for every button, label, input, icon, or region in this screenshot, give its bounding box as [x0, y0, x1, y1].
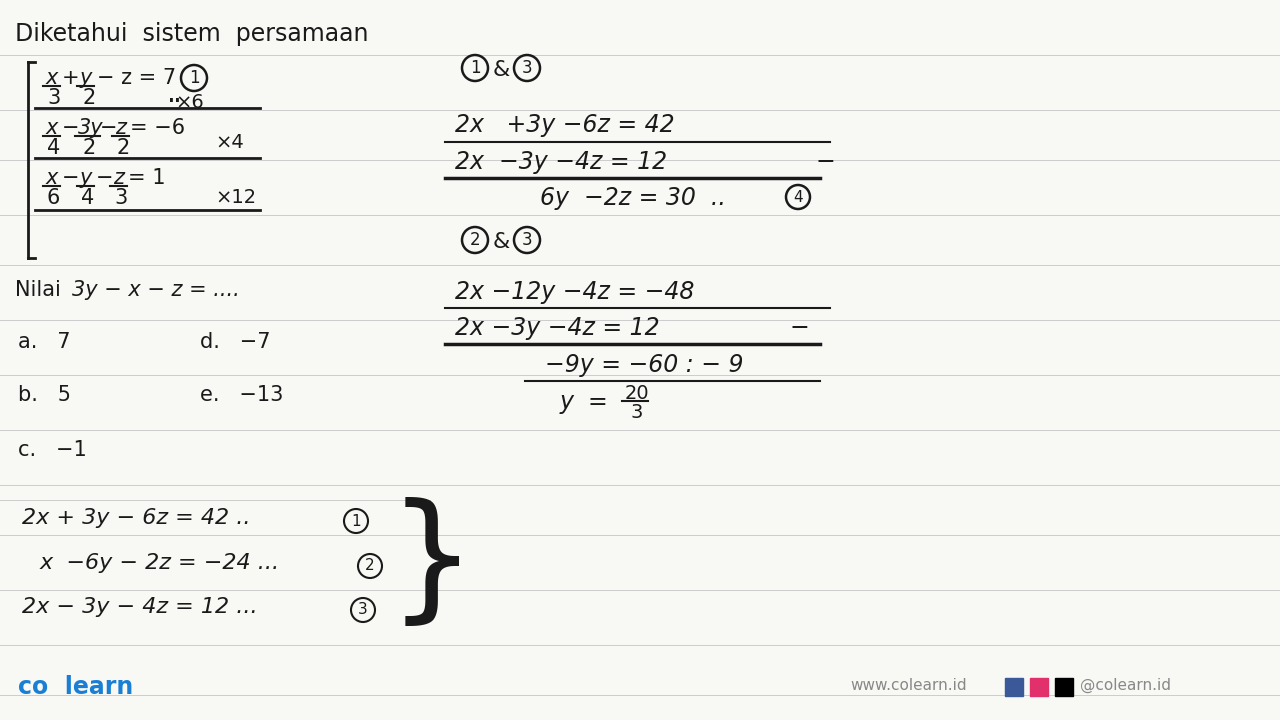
- Text: &: &: [493, 60, 511, 80]
- Text: 2: 2: [116, 138, 129, 158]
- Text: −: −: [61, 118, 79, 138]
- Text: 1: 1: [470, 59, 480, 77]
- Text: 4: 4: [47, 138, 60, 158]
- Text: − z = 7: − z = 7: [97, 68, 177, 88]
- Text: −9y = −60 : − 9: −9y = −60 : − 9: [545, 353, 744, 377]
- Text: 2x  −3y −4z = 12: 2x −3y −4z = 12: [454, 150, 667, 174]
- Text: −: −: [61, 168, 79, 188]
- Text: x: x: [46, 168, 59, 188]
- Text: −: −: [790, 316, 810, 340]
- Text: ×4: ×4: [215, 133, 243, 152]
- Text: 6: 6: [47, 188, 60, 208]
- Text: z: z: [115, 118, 125, 138]
- Text: }: }: [388, 498, 476, 632]
- Text: y: y: [79, 68, 92, 88]
- Text: x  −6y − 2z = −24 ...: x −6y − 2z = −24 ...: [40, 553, 280, 573]
- Text: e.   −13: e. −13: [200, 385, 283, 405]
- Text: b.   5: b. 5: [18, 385, 70, 405]
- Text: z: z: [113, 168, 124, 188]
- Text: d.   −7: d. −7: [200, 332, 270, 352]
- Text: 3y − x − z = ....: 3y − x − z = ....: [72, 280, 239, 300]
- Text: 3: 3: [358, 603, 367, 618]
- Text: a.   7: a. 7: [18, 332, 70, 352]
- Text: 2: 2: [365, 559, 375, 574]
- Bar: [1005, 678, 1023, 696]
- Text: Diketahui  sistem  persamaan: Diketahui sistem persamaan: [15, 22, 369, 46]
- Text: 2x −12y −4z = −48: 2x −12y −4z = −48: [454, 280, 694, 304]
- Text: &: &: [493, 232, 511, 252]
- Text: 20: 20: [625, 384, 650, 403]
- Text: y  =: y =: [561, 390, 616, 414]
- Text: = 1: = 1: [128, 168, 165, 188]
- Text: co  learn: co learn: [18, 675, 133, 699]
- Text: 2: 2: [470, 231, 480, 249]
- Text: ·: ·: [173, 88, 182, 116]
- Text: 2x   +3y −6z = 42: 2x +3y −6z = 42: [454, 113, 675, 137]
- Text: 2: 2: [83, 138, 96, 158]
- Text: 3y: 3y: [78, 118, 104, 138]
- Text: −: −: [100, 118, 118, 138]
- Text: −: −: [96, 168, 114, 188]
- Text: 4: 4: [81, 188, 95, 208]
- Text: 2x + 3y − 6z = 42 ..: 2x + 3y − 6z = 42 ..: [22, 508, 251, 528]
- Text: ·: ·: [166, 88, 175, 116]
- Text: = −6: = −6: [131, 118, 186, 138]
- Text: 2x −3y −4z = 12: 2x −3y −4z = 12: [454, 316, 659, 340]
- Bar: [1030, 678, 1048, 696]
- Bar: [1055, 678, 1073, 696]
- Text: 3: 3: [522, 59, 532, 77]
- Text: x: x: [46, 68, 59, 88]
- Text: −: −: [815, 150, 835, 174]
- Text: 2: 2: [82, 88, 95, 108]
- Text: 4: 4: [794, 189, 803, 204]
- Text: 2x − 3y − 4z = 12 ...: 2x − 3y − 4z = 12 ...: [22, 597, 257, 617]
- Text: +: +: [61, 68, 79, 88]
- Text: 3: 3: [47, 88, 60, 108]
- Text: c.   −1: c. −1: [18, 440, 87, 460]
- Text: 1: 1: [188, 69, 200, 87]
- Text: y: y: [79, 168, 92, 188]
- Text: Nilai: Nilai: [15, 280, 74, 300]
- Text: 3: 3: [630, 403, 643, 422]
- Text: www.colearn.id: www.colearn.id: [850, 678, 966, 693]
- Text: ×12: ×12: [215, 188, 256, 207]
- Text: ×6: ×6: [175, 93, 204, 112]
- Text: 3: 3: [114, 188, 127, 208]
- Text: @colearn.id: @colearn.id: [1080, 678, 1171, 693]
- Text: 1: 1: [351, 513, 361, 528]
- Text: 6y  −2z = 30  ..: 6y −2z = 30 ..: [540, 186, 726, 210]
- Text: x: x: [46, 118, 59, 138]
- Text: 3: 3: [522, 231, 532, 249]
